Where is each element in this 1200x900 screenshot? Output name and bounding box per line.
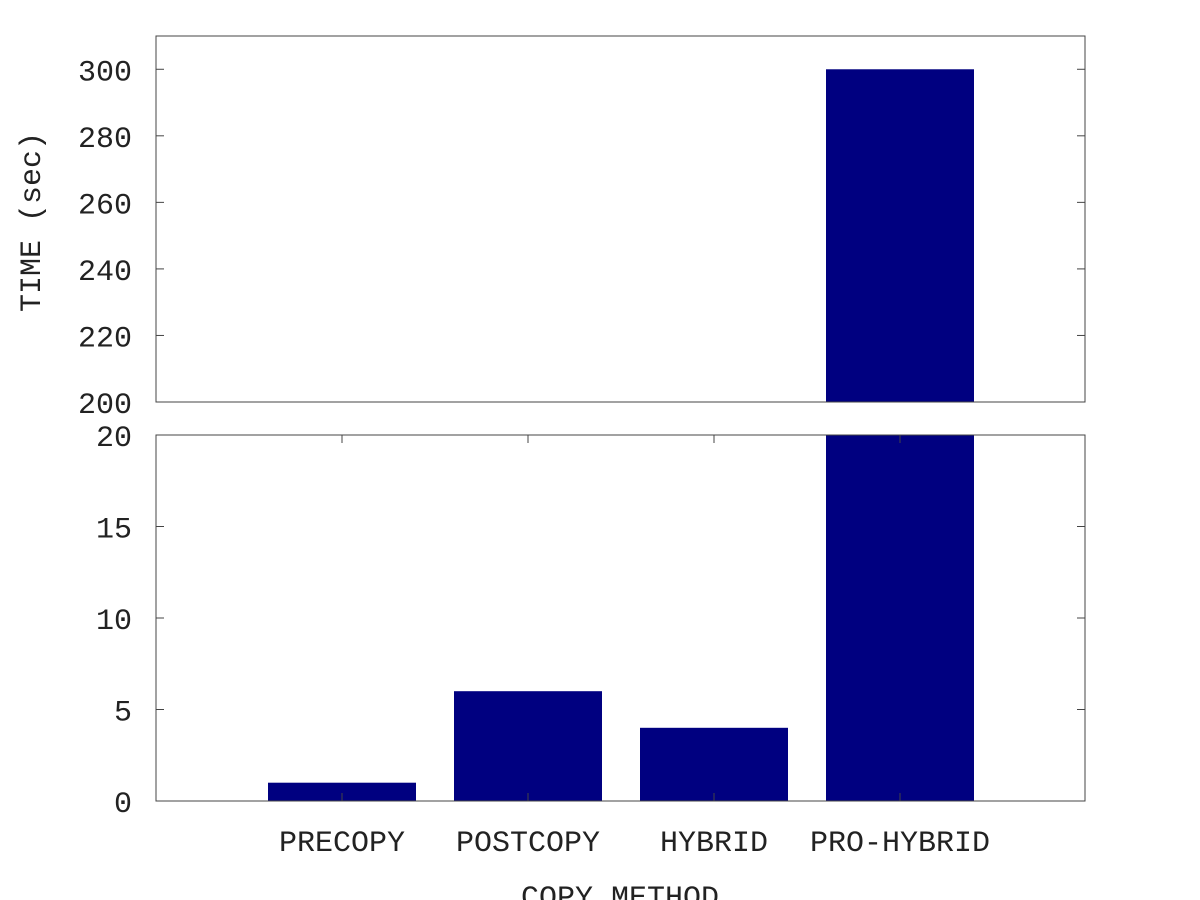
y-tick-label: 0 (114, 788, 132, 822)
y-tick-label: 280 (78, 123, 132, 157)
x-tick-label-postcopy: POSTCOPY (456, 827, 600, 861)
bar-pro-hybrid-upper (826, 69, 974, 402)
y-tick-label: 15 (96, 514, 132, 548)
y-tick-label: 20 (96, 422, 132, 456)
lower-panel: 0 5 10 15 20 (96, 422, 1086, 822)
y-tick-label: 240 (78, 256, 132, 290)
upper-panel: 200 220 240 260 280 300 (78, 35, 1086, 423)
bar-hybrid-lower (640, 727, 788, 801)
x-axis-title: COPY METHOD (521, 882, 719, 900)
y-tick-label: 200 (78, 389, 132, 423)
y-axis-title: TIME (sec) (16, 132, 50, 312)
bar-precopy-lower (268, 782, 416, 801)
y-tick-label: 10 (96, 605, 132, 639)
x-tick-label-precopy: PRECOPY (279, 827, 405, 861)
x-tick-label-hybrid: HYBRID (660, 827, 768, 861)
y-tick-label: 5 (114, 697, 132, 731)
y-tick-label: 300 (78, 56, 132, 90)
bar-pro-hybrid-lower (826, 435, 974, 801)
y-tick-label: 220 (78, 322, 132, 356)
plot-frame (155, 35, 1086, 403)
x-tick-labels: PRECOPY POSTCOPY HYBRID PRO-HYBRID (279, 827, 990, 861)
bar-postcopy-lower (454, 691, 602, 801)
x-tick-label-pro-hybrid: PRO-HYBRID (810, 827, 990, 861)
y-tick-label: 260 (78, 189, 132, 223)
